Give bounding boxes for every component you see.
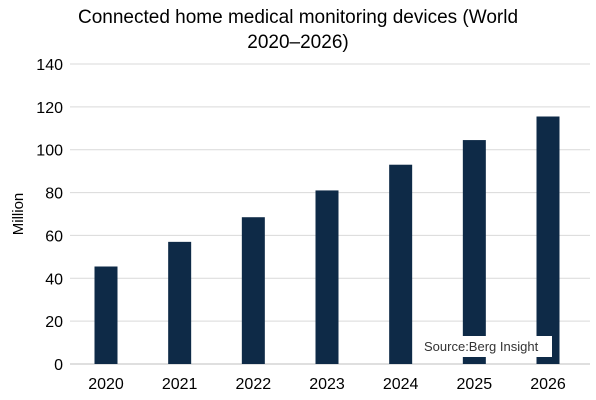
source-note: Source:Berg Insight <box>421 336 552 357</box>
y-tick-label: 0 <box>54 357 63 374</box>
y-tick-label: 140 <box>36 57 63 74</box>
bar-2022 <box>241 217 265 364</box>
y-tick-label: 20 <box>45 314 63 331</box>
y-tick-label: 80 <box>45 186 63 203</box>
bar-2026 <box>536 116 560 364</box>
y-tick-label: 100 <box>36 143 63 160</box>
x-tick-label: 2022 <box>236 376 272 393</box>
x-tick-label: 2020 <box>88 376 124 393</box>
source-text: Source:Berg Insight <box>424 339 539 354</box>
x-tick-label: 2021 <box>162 376 198 393</box>
bar-2020 <box>94 266 118 364</box>
chart-title-line-1: Connected home medical monitoring device… <box>78 7 518 28</box>
y-tick-labels: 0 20 40 60 80 100 120 140 <box>36 57 63 374</box>
bar-2023 <box>315 190 339 364</box>
x-tick-label: 2024 <box>383 376 419 393</box>
bar-2021 <box>168 241 192 364</box>
x-tick-label: 2025 <box>457 376 493 393</box>
x-tick-label: 2023 <box>309 376 345 393</box>
y-tick-label: 60 <box>45 228 63 245</box>
y-axis-label: Million <box>10 193 27 236</box>
bar-2025 <box>462 140 486 364</box>
y-tick-label: 120 <box>36 100 63 117</box>
x-tick-labels: 2020 2021 2022 2023 2024 2025 2026 <box>88 376 566 393</box>
bars <box>94 116 560 364</box>
source-background <box>421 336 552 357</box>
chart-title-line-2: 2020–2026) <box>247 32 348 53</box>
x-tick-label: 2026 <box>530 376 566 393</box>
bar-2024 <box>389 164 413 364</box>
y-tick-label: 40 <box>45 271 63 288</box>
